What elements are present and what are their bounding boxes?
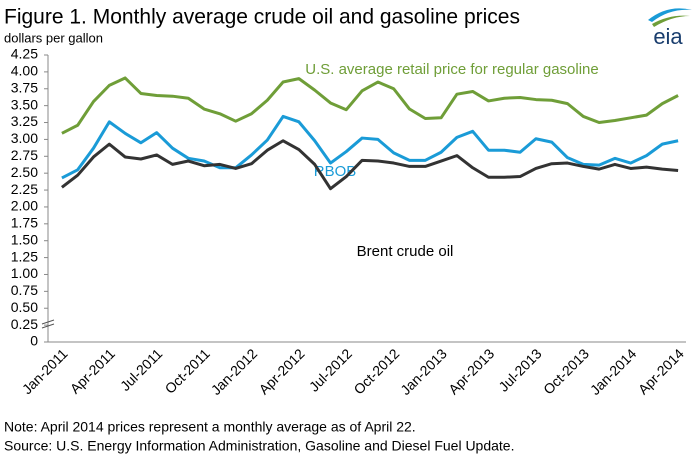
y-tick-label: 0.25 (11, 316, 38, 332)
series-line (61, 76, 679, 135)
x-tick-label: Jul-2012 (306, 345, 355, 394)
x-tick-label: Apr-2014 (635, 345, 687, 397)
series-line (61, 114, 679, 180)
source: Source: U.S. Energy Information Administ… (4, 438, 514, 454)
x-tick-label: Jan-2011 (19, 345, 71, 397)
y-tick-label: 3.75 (11, 79, 38, 95)
x-tick-label: Jul-2011 (117, 345, 166, 394)
y-tick-label: 1.25 (11, 248, 38, 264)
y-tick-label: 1.00 (11, 265, 38, 281)
y-axis-label: dollars per gallon (4, 30, 103, 45)
series-line (60, 139, 679, 191)
x-tick-label: Apr-2012 (256, 345, 308, 397)
x-tick-label: Apr-2013 (445, 345, 497, 397)
chart-title: Figure 1. Monthly average crude oil and … (4, 6, 520, 29)
y-tick-label: 0.75 (11, 282, 38, 298)
y-tick-label: 2.75 (11, 147, 38, 163)
y-tick-label: 1.50 (11, 231, 38, 247)
y-tick-label: 2.25 (11, 181, 38, 197)
x-tick-label: Jan-2013 (397, 345, 450, 398)
axis-break (41, 319, 55, 329)
logo-swoosh (652, 15, 690, 27)
note: Note: April 2014 prices represent a mont… (4, 419, 416, 435)
x-tick-label: Jan-2014 (587, 345, 640, 398)
x-tick-label: Oct-2013 (540, 345, 592, 397)
x-tick-label: Jan-2012 (208, 345, 261, 398)
y-tick-label: 2.50 (11, 164, 38, 180)
y-tick-label: 1.75 (11, 215, 38, 231)
y-tick-label: 3.25 (11, 113, 38, 129)
x-tick-label: Apr-2011 (67, 345, 118, 396)
y-tick-label: 3.50 (11, 96, 38, 112)
y-tick-label: 0 (30, 333, 38, 349)
series-label: U.S. average retail price for regular ga… (305, 61, 598, 78)
y-tick-label: 4.00 (11, 63, 38, 79)
y-tick-label: 4.25 (11, 46, 38, 62)
x-tick-label: Jul-2013 (495, 345, 544, 394)
y-tick-label: 3.00 (11, 130, 38, 146)
x-tick-label: Oct-2011 (162, 345, 213, 396)
series-label: Brent crude oil (357, 243, 454, 260)
y-tick-label: 2.00 (11, 198, 38, 214)
x-tick-label: Oct-2012 (350, 345, 402, 397)
y-tick-label: 0.50 (11, 299, 38, 315)
logo: eia (653, 24, 683, 49)
logo-swoosh (648, 8, 692, 22)
